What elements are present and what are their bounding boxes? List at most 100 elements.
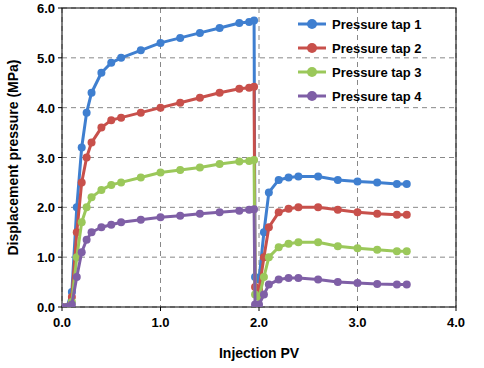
- marker: [73, 273, 81, 281]
- tick-label: 0.0: [53, 315, 71, 330]
- marker: [176, 212, 184, 220]
- marker: [235, 19, 243, 27]
- tick-label: 6.0: [37, 1, 55, 16]
- marker: [83, 236, 91, 244]
- marker: [97, 186, 105, 194]
- marker: [354, 279, 362, 287]
- plot-frame: [62, 8, 456, 307]
- marker: [403, 247, 411, 255]
- marker: [403, 180, 411, 188]
- tick-label: 0.0: [37, 300, 55, 315]
- marker: [294, 238, 302, 246]
- marker: [78, 144, 86, 152]
- marker: [196, 29, 204, 37]
- tick-mark: [259, 307, 260, 311]
- marker: [78, 178, 86, 186]
- marker: [285, 274, 293, 282]
- tick-mark: [62, 307, 63, 311]
- legend-label: Pressure tap 1: [332, 17, 422, 32]
- marker: [107, 221, 115, 229]
- marker: [250, 16, 258, 24]
- marker: [117, 114, 125, 122]
- marker: [403, 211, 411, 219]
- marker: [255, 301, 263, 307]
- marker: [117, 218, 125, 226]
- marker: [157, 39, 165, 47]
- marker: [137, 216, 145, 224]
- marker: [265, 281, 273, 289]
- tick-mark: [58, 307, 62, 308]
- tick-mark: [58, 8, 62, 9]
- legend-label: Pressure tap 2: [332, 41, 422, 56]
- marker: [78, 218, 86, 226]
- tick-mark: [357, 307, 358, 311]
- marker: [196, 94, 204, 102]
- marker: [314, 238, 322, 246]
- marker: [97, 69, 105, 77]
- marker: [176, 166, 184, 174]
- tick-label: 4.0: [447, 315, 465, 330]
- marker: [354, 208, 362, 216]
- marker: [78, 248, 86, 256]
- marker: [275, 276, 283, 284]
- marker: [216, 89, 224, 97]
- marker: [196, 210, 204, 218]
- tick-label: 3.0: [37, 151, 55, 166]
- marker: [176, 99, 184, 107]
- marker: [250, 83, 258, 91]
- marker: [314, 203, 322, 211]
- series-group: [62, 16, 411, 307]
- marker: [83, 109, 91, 117]
- marker: [137, 109, 145, 117]
- y-axis-title: Displacement pressure (MPa): [5, 59, 21, 255]
- marker: [275, 243, 283, 251]
- marker: [265, 223, 273, 231]
- grid-line: [62, 107, 456, 108]
- marker: [314, 172, 322, 180]
- marker: [97, 223, 105, 231]
- tick-label: 2.0: [37, 200, 55, 215]
- marker: [216, 24, 224, 32]
- marker: [285, 240, 293, 248]
- marker: [117, 54, 125, 62]
- tick-label: 1.0: [151, 315, 169, 330]
- marker: [393, 180, 401, 188]
- legend-marker: [307, 43, 317, 53]
- marker: [88, 89, 96, 97]
- marker: [68, 301, 76, 307]
- marker: [260, 291, 268, 299]
- tick-label: 1.0: [37, 250, 55, 265]
- series-line: [62, 87, 407, 307]
- marker: [393, 281, 401, 289]
- grid-line: [160, 8, 161, 307]
- tick-label: 3.0: [348, 315, 366, 330]
- marker: [294, 274, 302, 282]
- marker: [88, 139, 96, 147]
- tick-label: 2.0: [250, 315, 268, 330]
- marker: [294, 203, 302, 211]
- marker: [196, 163, 204, 171]
- tick-mark: [456, 307, 457, 311]
- marker: [285, 205, 293, 213]
- grid-line: [62, 257, 456, 258]
- tick-mark: [58, 157, 62, 158]
- marker: [235, 207, 243, 215]
- marker: [275, 208, 283, 216]
- marker: [107, 116, 115, 124]
- marker: [157, 168, 165, 176]
- tick-label: 5.0: [37, 51, 55, 66]
- marker: [393, 247, 401, 255]
- marker: [216, 160, 224, 168]
- marker: [137, 46, 145, 54]
- marker: [294, 172, 302, 180]
- legend-marker: [307, 19, 317, 29]
- marker: [275, 176, 283, 184]
- marker: [157, 213, 165, 221]
- marker: [216, 208, 224, 216]
- legend-marker: [307, 91, 317, 101]
- marker: [107, 181, 115, 189]
- legend-marker: [307, 67, 317, 77]
- marker: [334, 176, 342, 184]
- tick-mark: [58, 57, 62, 58]
- marker: [354, 177, 362, 185]
